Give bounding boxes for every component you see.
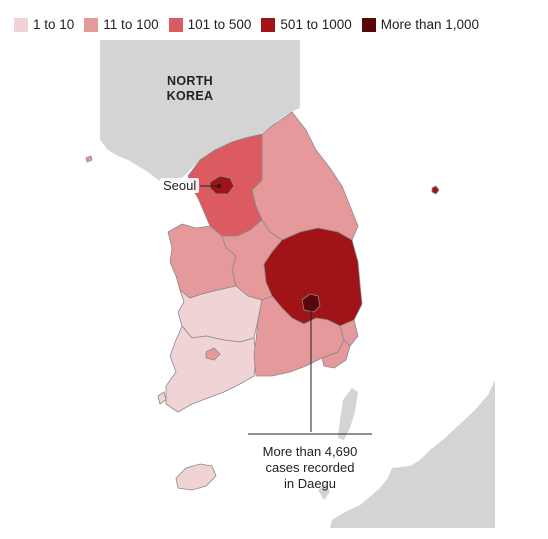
north-korea-label-line2: KOREA	[166, 89, 214, 103]
legend-label: More than 1,000	[380, 17, 480, 32]
neighbor-land	[100, 40, 495, 528]
japan-small-island	[318, 484, 330, 500]
legend-swatch	[261, 17, 276, 32]
japan-island	[338, 388, 358, 440]
southwest-islets	[157, 391, 167, 405]
region-ulleungdo	[431, 185, 440, 195]
legend-label: 11 to 100	[103, 17, 159, 32]
legend-item: 1 to 10	[14, 17, 74, 32]
region-gangwon	[251, 111, 359, 241]
legend-swatch	[361, 17, 376, 32]
seoul-label: Seoul	[160, 178, 200, 193]
daegu-annotation-line2: cases recorded	[265, 460, 355, 475]
region-gwangju	[205, 347, 221, 361]
daegu-annotation-line3: in Daegu	[283, 476, 337, 491]
daegu-annotation-line1: More than 4,690	[262, 444, 358, 459]
daegu-annotation: More than 4,690 cases recorded in Daegu	[248, 444, 372, 492]
legend-item: 501 to 1000	[261, 17, 352, 32]
japan-land	[330, 380, 495, 528]
map-legend: 1 to 10 11 to 100 101 to 500 501 to 1000 Mor…	[14, 17, 479, 32]
west-islets	[85, 155, 93, 163]
region-jeju	[175, 463, 217, 491]
legend-swatch	[84, 17, 99, 32]
legend-label: 101 to 500	[187, 17, 252, 32]
north-korea-label: NORTH KOREA	[150, 74, 230, 104]
region-south-jeolla	[165, 325, 257, 413]
legend-label: 1 to 10	[33, 17, 75, 32]
legend-swatch	[168, 17, 183, 32]
legend-swatch	[14, 17, 28, 32]
seoul-marker	[216, 183, 222, 189]
north-korea-land	[100, 40, 300, 184]
region-daegu	[301, 293, 321, 313]
south-korea-regions	[85, 111, 440, 491]
legend-item: 101 to 500	[168, 17, 252, 32]
region-busan	[321, 339, 351, 369]
region-seoul	[209, 175, 235, 195]
legend-label: 501 to 1000	[280, 17, 352, 32]
legend-item: 11 to 100	[84, 17, 159, 32]
region-ulsan	[339, 319, 359, 347]
legend-item: More than 1,000	[361, 17, 480, 32]
north-korea-label-line1: NORTH	[167, 74, 213, 88]
